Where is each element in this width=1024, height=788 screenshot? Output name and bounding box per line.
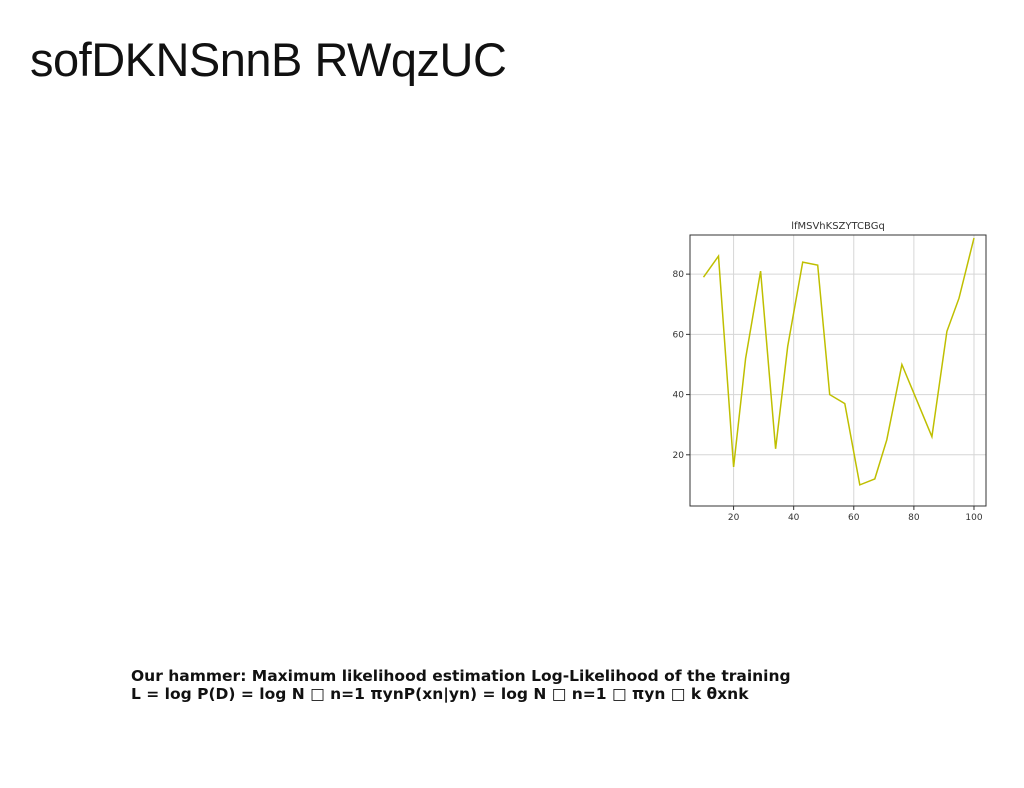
y-tick-label: 80 [673, 270, 685, 280]
formula-line-2: L = log P(D) = log N □ n=1 πynP(xn|yn) =… [131, 685, 749, 703]
series-line [702, 237, 975, 486]
x-tick-label: 80 [908, 513, 920, 523]
slide-title: sofDKNSnnB RWqzUC [30, 33, 507, 86]
y-tick-label: 40 [673, 391, 685, 401]
x-tick-label: 60 [848, 513, 860, 523]
y-tick-label: 60 [673, 330, 685, 340]
x-tick-label: 100 [965, 513, 982, 523]
formula-line-1: Our hammer: Maximum likelihood estimatio… [131, 667, 791, 685]
formula-text: Our hammer: Maximum likelihood estimatio… [131, 667, 791, 703]
y-tick-label: 20 [673, 451, 685, 461]
line-chart: 20 40 60 80 100 20 40 60 80 lfMSVhKSZYTCBGq [664, 214, 994, 530]
chart-title: lfMSVhKSZYTCBGq [791, 221, 885, 232]
x-tick-label: 40 [788, 513, 800, 523]
line-chart-svg: 20 40 60 80 100 20 40 60 80 lfMSVhKSZYTCBGq [673, 221, 987, 523]
x-tick-label: 20 [728, 513, 740, 523]
plot-frame [689, 234, 987, 507]
